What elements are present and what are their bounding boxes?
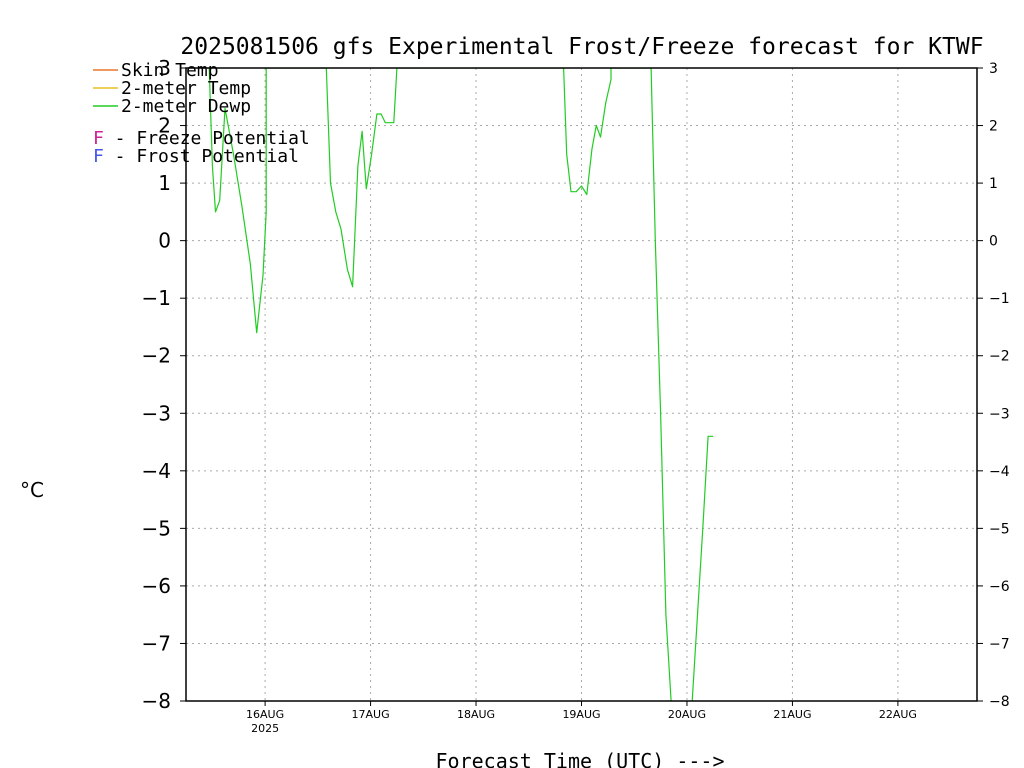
y-axis-left: 3 2 1 0 −1 −2 −3 −4 −5 −6 −7 −8	[142, 56, 186, 713]
series-line-dewpoint	[208, 68, 714, 701]
y-tick-label-right: −8	[989, 694, 1010, 710]
y-tick-label-left: 3	[158, 56, 171, 80]
y-tick-label-left: 1	[158, 171, 171, 195]
x-tick-label: 19AUG	[562, 708, 600, 721]
y-tick-label-left: −7	[142, 631, 171, 655]
x-tick-label: 21AUG	[773, 708, 811, 721]
y-tick-label-right: 3	[989, 61, 998, 77]
y-axis-right: 3 2 1 0 −1 −2 −3 −4 −5 −6 −7 −8	[977, 61, 1010, 710]
series-layer	[208, 68, 714, 701]
legend-label: 2-meter Temp	[121, 78, 251, 99]
y-tick-label-left: −8	[142, 689, 171, 713]
potential-legend-entry: F - Frost Potential	[93, 146, 299, 167]
potential-marker: F	[93, 146, 104, 167]
y-tick-label-left: 2	[158, 114, 171, 138]
x-tick-label: 18AUG	[457, 708, 495, 721]
y-tick-label-right: −3	[989, 406, 1010, 422]
legend-label: Skin Temp	[121, 60, 219, 81]
y-tick-label-left: −4	[142, 459, 171, 483]
y-tick-label-right: −7	[989, 636, 1010, 652]
potential-label: - Freeze Potential	[104, 128, 310, 149]
y-tick-label-left: −3	[142, 401, 171, 425]
x-axis-title: Forecast Time (UTC) --->	[436, 749, 725, 768]
y-tick-label-left: 0	[158, 229, 171, 253]
gridlines	[186, 68, 977, 701]
y-axis-unit-label: °C	[20, 478, 44, 502]
y-tick-label-right: −1	[989, 291, 1010, 307]
y-tick-label-right: −4	[989, 464, 1010, 480]
y-tick-label-right: −2	[989, 349, 1010, 365]
potential-marker: F	[93, 128, 104, 149]
y-tick-label-right: 1	[989, 176, 998, 192]
y-tick-label-right: −6	[989, 579, 1010, 595]
y-tick-label-left: −1	[142, 286, 171, 310]
potential-legend-entry: F - Freeze Potential	[93, 128, 310, 149]
y-tick-label-left: −2	[142, 344, 171, 368]
x-tick-label: 17AUG	[352, 708, 390, 721]
y-tick-label-right: 2	[989, 119, 998, 135]
x-tick-label: 16AUG	[246, 708, 284, 721]
x-tick-sublabel: 2025	[251, 722, 279, 735]
y-tick-label-right: −5	[989, 521, 1010, 537]
y-tick-label-left: −5	[142, 516, 171, 540]
y-tick-label-right: 0	[989, 234, 998, 250]
legend-label: 2-meter Dewp	[121, 96, 251, 117]
x-tick-label: 20AUG	[668, 708, 706, 721]
x-tick-label: 22AUG	[879, 708, 917, 721]
y-tick-label-left: −6	[142, 574, 171, 598]
chart-title: 2025081506 gfs Experimental Frost/Freeze…	[180, 34, 983, 60]
plot-frame	[185, 67, 978, 702]
potential-label: - Frost Potential	[104, 146, 299, 167]
